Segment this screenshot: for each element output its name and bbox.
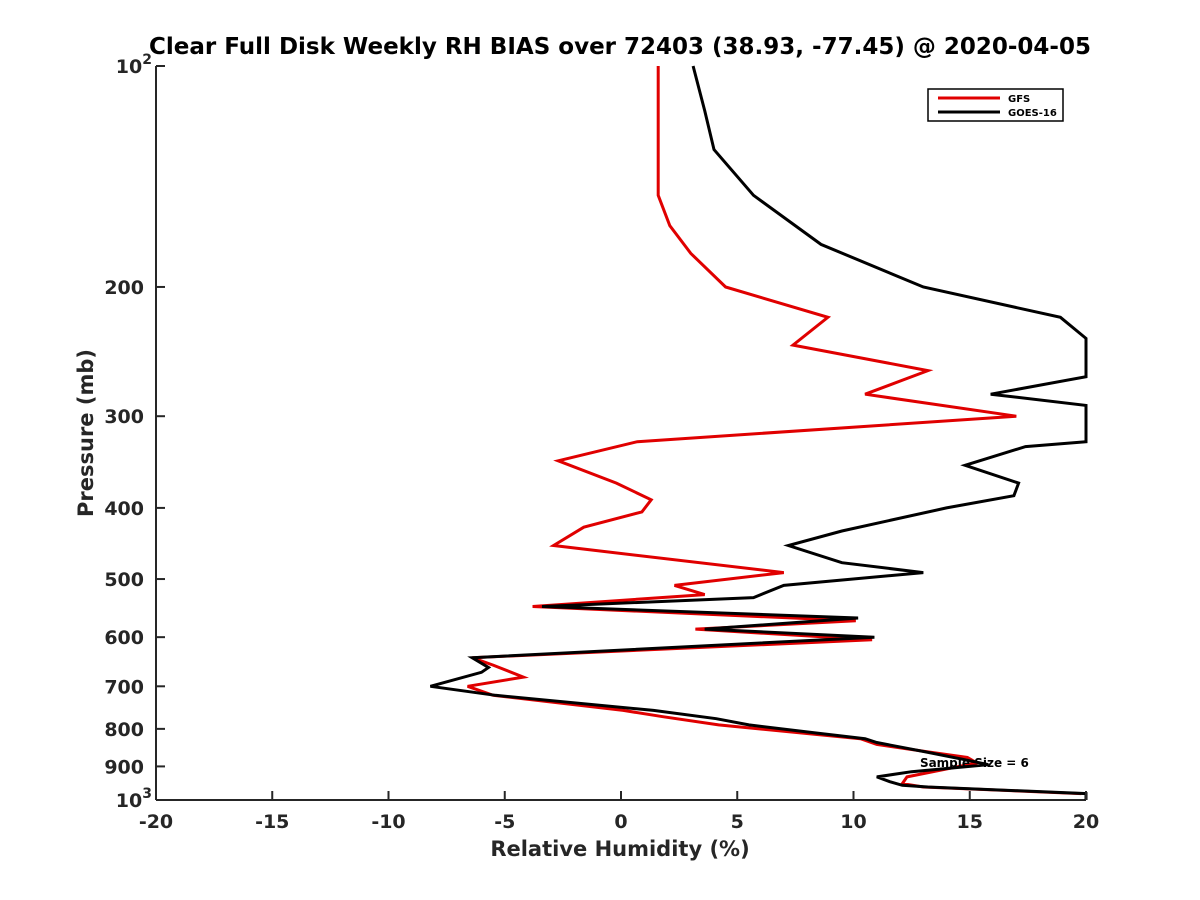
chart-title: Clear Full Disk Weekly RH BIAS over 7240…: [149, 34, 1091, 60]
series-line-gfs: [467, 66, 1082, 796]
x-tick-label: -15: [255, 811, 289, 833]
x-tick-label: -5: [494, 811, 515, 833]
y-axis: 102 200 300 400 500 600 700 800 900 103: [104, 52, 165, 812]
y-tick-label: 800: [104, 719, 144, 741]
x-tick-label: -10: [371, 811, 405, 833]
y-tick-label: 102: [116, 52, 152, 78]
x-axis: -20 -15 -10 -5 0 5 10 15 20: [139, 791, 1099, 833]
y-tick-label: 103: [116, 786, 152, 812]
annotations: Sample Size = 6: [920, 756, 1029, 770]
y-tick-label: 200: [104, 277, 144, 299]
plot-area: [155, 65, 1088, 801]
y-tick-label: 600: [104, 627, 144, 649]
sample-size-annotation: Sample Size = 6: [920, 756, 1029, 770]
x-tick-label: 10: [840, 811, 866, 833]
x-tick-label: -20: [139, 811, 173, 833]
x-axis-label: Relative Humidity (%): [490, 837, 749, 861]
y-tick-label: 900: [104, 756, 144, 778]
x-tick-label: 15: [957, 811, 983, 833]
y-tick-label: 400: [104, 498, 144, 520]
y-axis-label: Pressure (mb): [74, 349, 98, 517]
x-tick-label: 0: [614, 811, 627, 833]
series-line-goes-16: [430, 65, 1088, 800]
x-tick-label: 20: [1073, 811, 1099, 833]
legend-entry: GOES-16: [1008, 108, 1057, 119]
y-tick-label: 700: [104, 676, 144, 698]
legend-box: [927, 88, 1064, 122]
x-tick-label: 5: [731, 811, 744, 833]
legend: GFS GOES-16: [927, 88, 1064, 122]
y-tick-label: 300: [104, 406, 144, 428]
y-tick-label: 500: [104, 569, 144, 591]
legend-entry: GFS: [1008, 94, 1030, 105]
